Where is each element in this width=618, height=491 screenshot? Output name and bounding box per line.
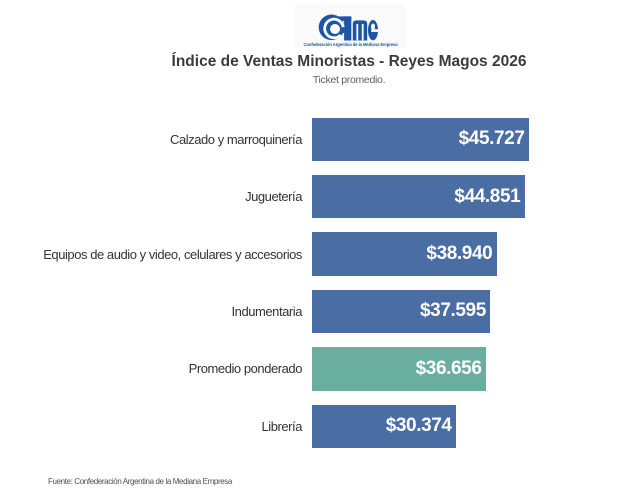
bar: $37.595 [312, 289, 491, 334]
category-label: Equipos de audio y video, celulares y ac… [43, 246, 302, 262]
chart-row: Juguetería $44.851 [0, 174, 618, 219]
source-note: Fuente: Confederación Argentina de la Me… [48, 477, 232, 486]
bar: $38.940 [312, 232, 497, 276]
came-logo: Confederación Argentina de la Mediana Em… [295, 4, 406, 48]
bar-value-label: $45.727 [458, 128, 525, 150]
category-label: Calzado y marroquinería [170, 131, 302, 147]
bar: $45.727 [312, 117, 529, 161]
bar-value-label: $38.940 [426, 243, 493, 265]
chart-subtitle: Ticket promedio. [312, 74, 386, 86]
chart-row: Promedio ponderado $36.656 [0, 347, 618, 391]
category-label: Librería [261, 418, 303, 434]
chart-row: Calzado y marroquinería $45.727 [0, 117, 618, 161]
bar-value-label: $30.374 [385, 415, 452, 437]
category-label: Indumentaria [231, 303, 303, 319]
bar: $36.656 [312, 347, 486, 391]
chart-row: Librería $30.374 [0, 404, 618, 448]
bar: $30.374 [312, 404, 457, 448]
bar-value-label: $36.656 [415, 357, 482, 379]
came-logo-icon [318, 14, 379, 41]
chart-row: Equipos de audio y video, celulares y ac… [0, 232, 618, 276]
bar-value-label: $37.595 [420, 300, 486, 322]
bar-value-label: $44.851 [454, 185, 521, 207]
category-label: Juguetería [245, 189, 302, 205]
came-logo-tagline: Confederación Argentina de la Mediana Em… [303, 42, 398, 48]
bar: $44.851 [312, 174, 525, 219]
chart-row: Indumentaria $37.595 [0, 289, 618, 334]
chart-title: Índice de Ventas Minoristas - Reyes Mago… [171, 53, 527, 70]
category-label: Promedio ponderado [188, 361, 303, 377]
